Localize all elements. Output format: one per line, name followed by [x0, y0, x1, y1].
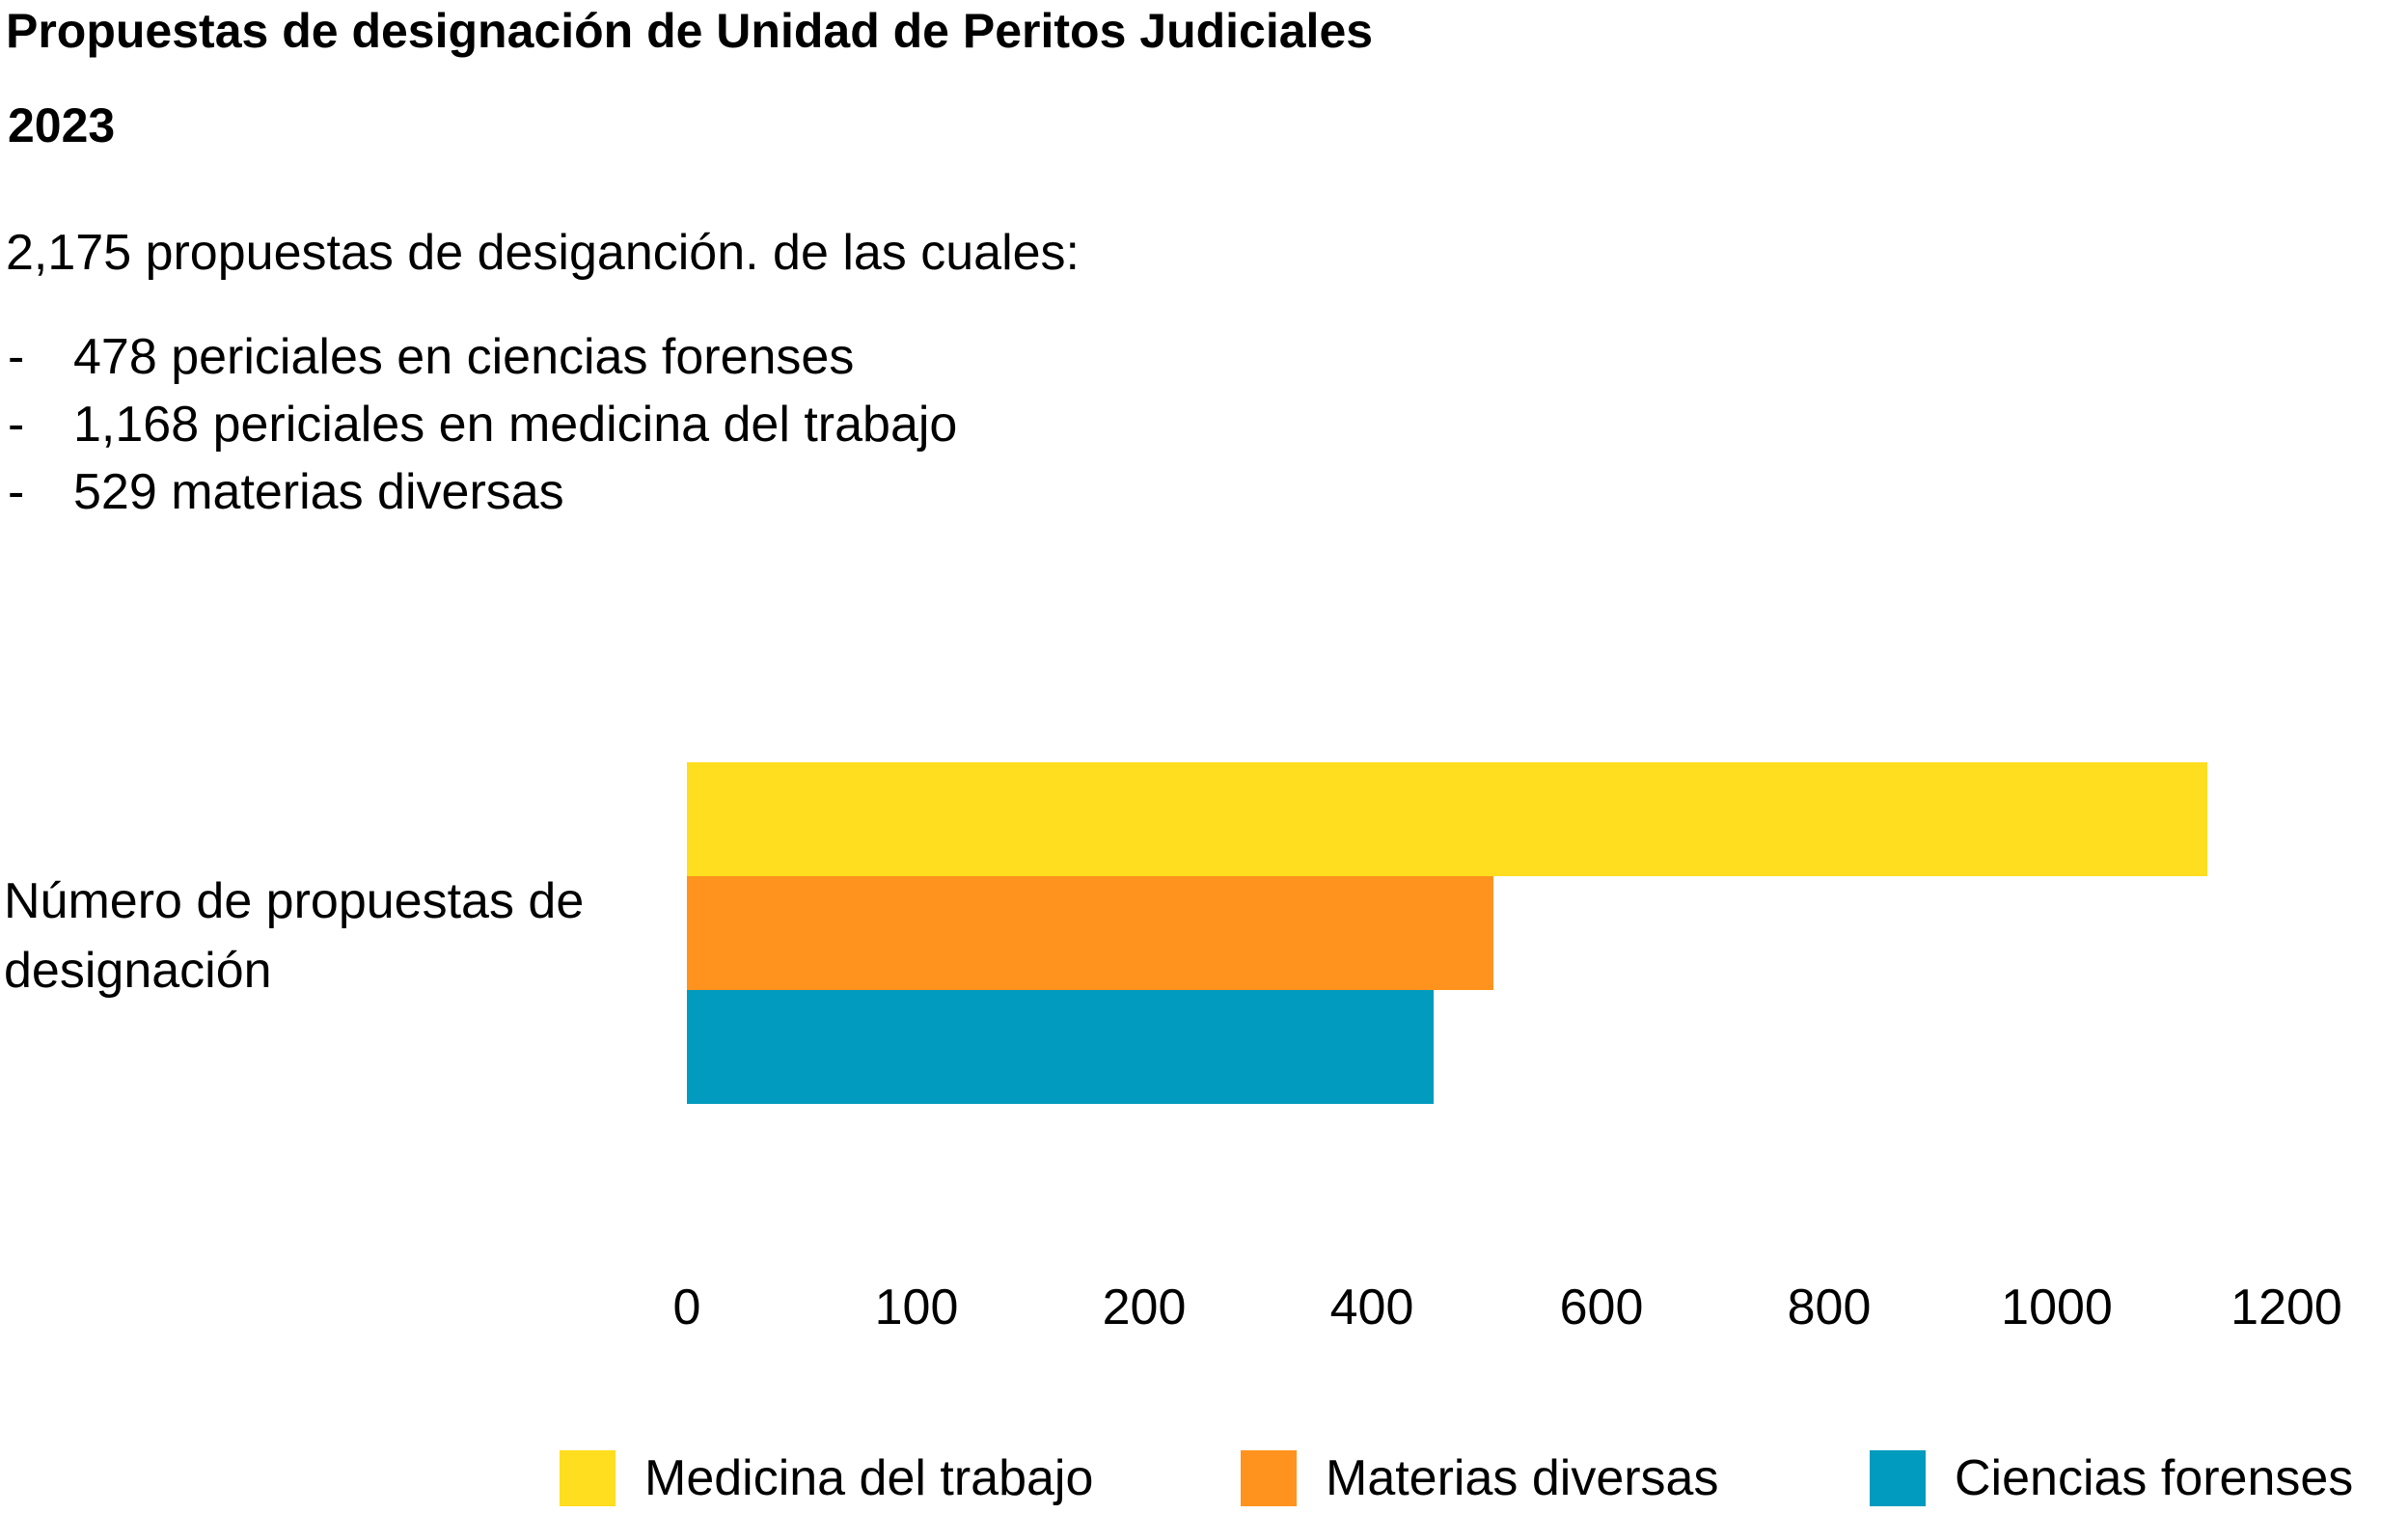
legend-item: Materias diversas — [1241, 1447, 1718, 1509]
summary-bullets: -478 periciales en ciencias forenses -1,… — [0, 323, 957, 526]
bars-group — [687, 762, 2207, 1104]
x-tick-label: 400 — [1330, 1280, 1414, 1335]
x-tick-label: 1000 — [2001, 1280, 2113, 1335]
x-tick-label: 200 — [1103, 1280, 1187, 1335]
summary-text: 2,175 propuestas de desiganción. de las … — [6, 225, 1080, 281]
bullet-text: 478 periciales en ciencias forenses — [73, 329, 855, 385]
bullet-text: 529 materias diversas — [73, 464, 564, 520]
x-tick-label: 1200 — [2230, 1280, 2342, 1335]
bullet-item: -1,168 periciales en medicina del trabaj… — [8, 397, 958, 453]
bar-materias-diversas — [687, 876, 1493, 990]
bullet-item: -478 periciales en ciencias forenses — [8, 329, 855, 385]
legend-item: Ciencias forenses — [1870, 1447, 2353, 1509]
chart-subtitle: 2023 — [8, 98, 116, 152]
bar-medicina-del-trabajo — [687, 762, 2207, 876]
legend-label: Medicina del trabajo — [644, 1450, 1094, 1506]
x-tick-label: 100 — [875, 1280, 959, 1335]
legend-swatch — [1870, 1450, 1926, 1506]
x-tick-label: 600 — [1560, 1280, 1644, 1335]
legend-label: Ciencias forenses — [1955, 1450, 2354, 1506]
bullet-item: -529 materias diversas — [8, 464, 564, 520]
x-tick-label: 0 — [673, 1280, 701, 1335]
category-label: Número de propuestas de designación — [4, 873, 585, 999]
legend-label: Materias diversas — [1326, 1450, 1719, 1506]
legend-item: Medicina del trabajo — [560, 1447, 1093, 1509]
x-tick-label: 800 — [1788, 1280, 1872, 1335]
legend: Medicina del trabajo Materias diversas Cie… — [0, 1447, 2408, 1509]
bullet-text: 1,168 periciales en medicina del trabajo — [73, 397, 958, 453]
chart-title: Propuestas de designación de Unidad de P… — [6, 4, 1374, 58]
legend-swatch — [560, 1450, 616, 1506]
legend-swatch — [1241, 1450, 1297, 1506]
bar-ciencias-forenses — [687, 990, 1434, 1104]
x-axis-ticks: 0 100 200 400 600 800 1000 1200 — [673, 1280, 2342, 1335]
bar-chart: 0 100 200 400 600 800 1000 1200 — [673, 762, 2342, 1335]
